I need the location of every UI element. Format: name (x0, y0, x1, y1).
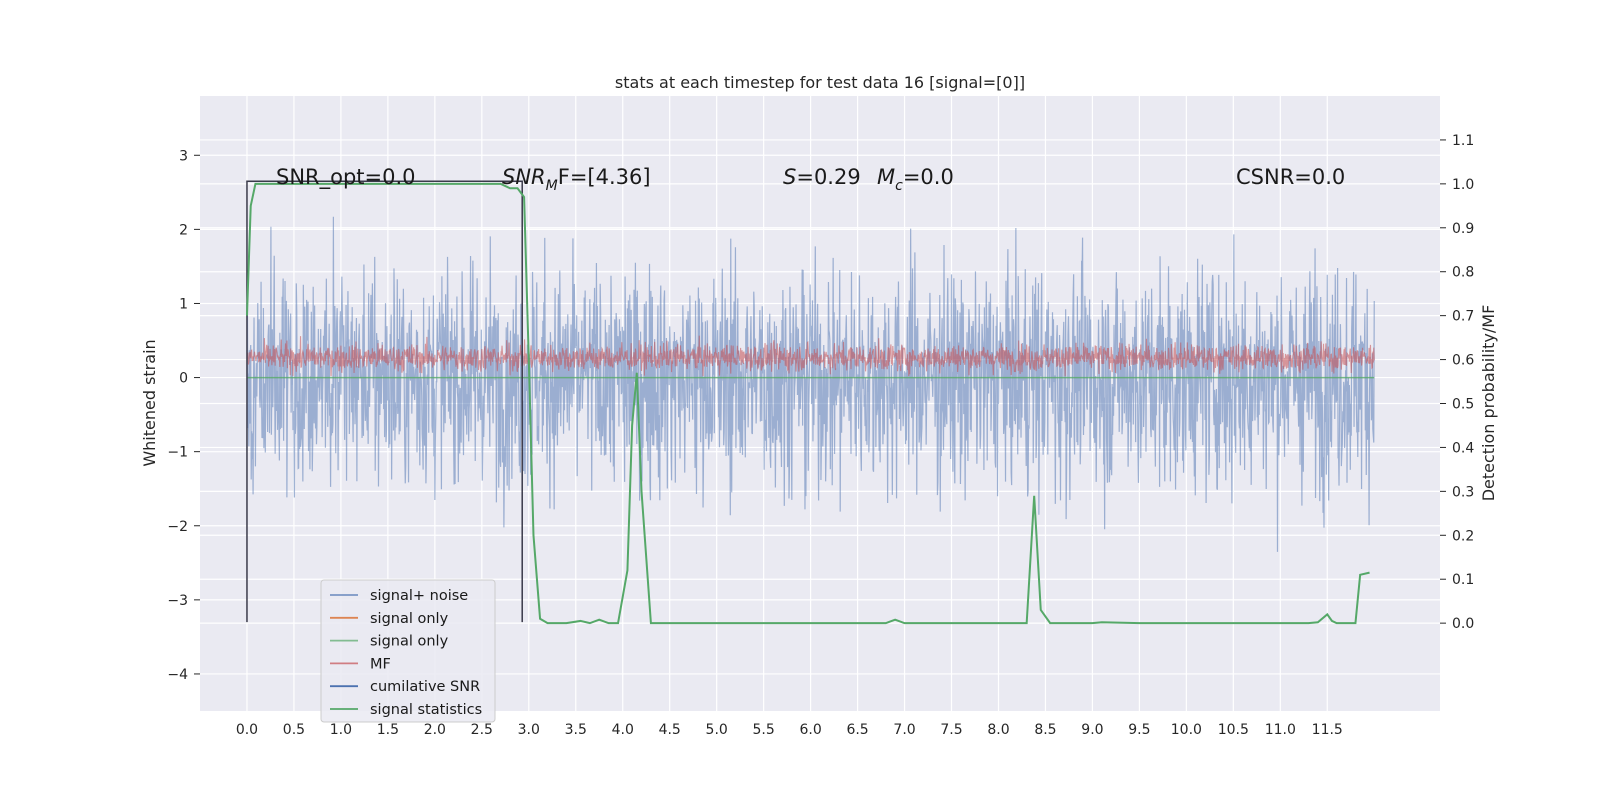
series-layer (245, 180, 1375, 625)
y2-tick-label: 0.4 (1452, 440, 1474, 456)
annotation-mc-value: =0.0 (903, 165, 954, 189)
legend-label: MF (370, 656, 391, 672)
annotation-snr-opt: SNR_opt=0.0 (276, 165, 416, 190)
annotation-mc: Mc=0.0 (877, 165, 954, 194)
x-tick-label: 5.5 (753, 722, 775, 738)
x-tick-label: 11.0 (1265, 722, 1296, 738)
y-tick-label: 1 (179, 296, 188, 312)
y2-tick-label: 0.9 (1452, 221, 1474, 237)
y-tick-label: 0 (179, 371, 188, 387)
y2-tick-label: 0.3 (1452, 484, 1474, 500)
x-tick-label: 1.0 (330, 722, 352, 738)
x-tick-label: 3.5 (565, 722, 587, 738)
y-tick-label: −4 (167, 667, 188, 683)
y-tick-label: −2 (167, 519, 188, 535)
y2-axis-label: Detection probability/MF (1479, 305, 1498, 502)
x-tick-label: 8.0 (987, 722, 1009, 738)
x-tick-label: 2.5 (471, 722, 493, 738)
x-tick-label: 4.0 (612, 722, 634, 738)
legend-box (320, 579, 496, 723)
x-tick-label: 9.5 (1128, 722, 1150, 738)
legend-label: signal statistics (370, 702, 482, 718)
series-signal-noise-line (246, 216, 1375, 552)
series-signal-statistics-line (245, 182, 1370, 625)
x-tick-label: 7.0 (893, 722, 915, 738)
x-tick-label: 8.5 (1034, 722, 1056, 738)
annotation-snr-mf-sub: M (546, 178, 558, 194)
annotation-snr-mf-rest: F=[4.36] (558, 165, 651, 189)
y2-tick-label: 0.2 (1452, 528, 1474, 544)
y2-tick-label: 1.1 (1452, 133, 1474, 149)
annotation-snr-mf: SNRMF=[4.36] (502, 165, 651, 194)
annotation-s-value: =0.29 (796, 165, 860, 189)
y-axis-label: Whitened strain (140, 339, 159, 466)
x-tick-label: 2.0 (424, 722, 446, 738)
x-tick-label: 4.5 (659, 722, 681, 738)
y-tick-label: −3 (167, 593, 188, 609)
y-tick-label: 3 (179, 148, 188, 164)
series-cumulative-snr-line (246, 180, 523, 623)
x-tick-label: 3.0 (518, 722, 540, 738)
series-mf-line (246, 335, 1375, 377)
y2-tick-label: 0.0 (1452, 616, 1474, 632)
x-tick-label: 10.5 (1218, 722, 1249, 738)
legend-label: signal+ noise (370, 588, 468, 604)
y2-tick-label: 0.7 (1452, 309, 1474, 325)
chart-title: stats at each timestep for test data 16 … (615, 73, 1025, 92)
y-tick-label: −1 (167, 445, 188, 461)
legend-label: signal only (370, 611, 449, 627)
annotation-csnr: CSNR=0.0 (1236, 165, 1345, 189)
x-tick-label: 1.5 (377, 722, 399, 738)
x-tick-label: 7.5 (940, 722, 962, 738)
y2-tick-label: 0.8 (1452, 265, 1474, 281)
annotation-mc-sub: c (895, 178, 903, 194)
x-tick-label: 0.5 (283, 722, 305, 738)
legend-label: cumilative SNR (370, 679, 480, 695)
legend: signal+ noise signal only signal only MF cum… (320, 579, 496, 723)
x-tick-label: 10.0 (1171, 722, 1202, 738)
annotation-mc-symbol: M (877, 165, 895, 189)
annotation-s: S=0.29 (783, 165, 861, 189)
axes: 0.0 0.5 1.0 1.5 2.0 2.5 3.0 3.5 4.0 4.5 5.0 5.5 6.0 6… (167, 133, 1474, 738)
x-tick-label: 6.5 (846, 722, 868, 738)
annotation-s-symbol: S (783, 165, 796, 189)
x-tick-label: 9.0 (1081, 722, 1103, 738)
annotation-snr-mf-main: SNR (502, 165, 546, 189)
y2-tick-label: 1.0 (1452, 177, 1474, 193)
x-tick-label: 6.0 (799, 722, 821, 738)
legend-label: signal only (370, 634, 449, 650)
y-tick-label: 2 (179, 222, 188, 238)
y2-tick-label: 0.5 (1452, 397, 1474, 413)
x-tick-label: 0.0 (236, 722, 258, 738)
x-tick-label: 11.5 (1312, 722, 1343, 738)
y2-tick-label: 0.6 (1452, 353, 1474, 369)
x-tick-label: 5.0 (706, 722, 728, 738)
y2-tick-label: 0.1 (1452, 572, 1474, 588)
